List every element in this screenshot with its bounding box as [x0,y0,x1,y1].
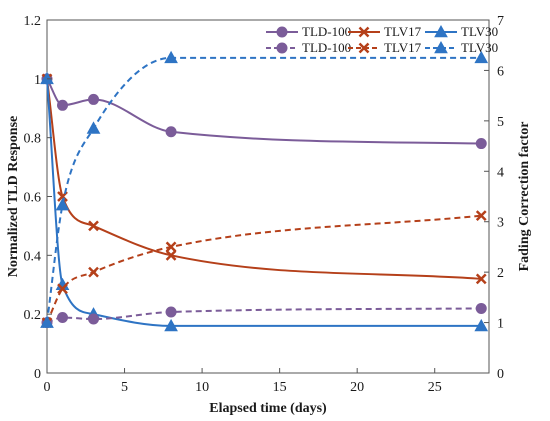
series-line [46,78,482,280]
legend-item: TLV30 [425,24,498,39]
y-right-tick-label: 7 [497,14,504,29]
x-axis-title: Elapsed time (days) [209,401,327,416]
y-left-tick-label: 1.2 [24,14,42,29]
y-right-tick-label: 1 [497,317,504,332]
y-axis-left-title: Normalized TLD Response [6,116,21,278]
x-tick-label: 25 [428,380,442,395]
x-tick-label: 20 [350,380,364,395]
y-axis-right-title: Fading Correction factor [517,122,532,272]
y-left-tick-label: 1 [34,73,41,88]
data-point [165,249,177,261]
data-point [57,99,69,111]
series-tlv30-dashed [40,50,489,328]
series-tld-100-dashed [41,302,487,329]
x-tick-label: 15 [273,380,287,395]
y-left-tick-label: 0.6 [24,191,42,206]
legend-item: TLV17 [348,24,422,39]
data-point [86,121,101,134]
y-right-tick-label: 4 [497,165,504,180]
data-point [57,312,69,324]
y-right-tick-label: 3 [497,216,504,231]
data-point [475,273,487,285]
axis-layer: 0 5 10 15 20 25 0 0.2 0.4 0.6 0.8 1 1.2 0 1 2 3 4 5 6 7 [24,14,505,395]
data-point [475,138,487,150]
data-point [40,71,54,85]
y-right-tick-label: 2 [497,266,504,281]
data-point [165,241,177,253]
legend-marker [358,26,370,38]
x-tick-label: 0 [44,380,51,395]
legend-marker [358,42,370,54]
legend-marker [434,40,448,54]
data-point [40,315,54,328]
series-line [46,56,482,323]
y-left-tick-label: 0.8 [24,132,42,147]
data-point [57,283,68,295]
plot-border [46,19,490,374]
data-point [88,266,99,278]
legend-marker [434,24,448,38]
y-right-tick-label: 0 [497,367,504,382]
data-point [165,126,177,138]
plot-frame [46,19,490,374]
data-point [164,50,178,64]
x-tick-label: 10 [195,380,209,395]
data-point [88,313,100,325]
data-point [55,198,70,211]
legend: TLD-100 TLV17 TLV30 TLD-100 TLV17 TLV30 [266,24,498,55]
legend-marker [276,42,288,54]
series-tlv17-solid [41,73,487,285]
y-left-tick-label: 0.2 [24,308,42,323]
legend-label: TLV30 [461,24,498,39]
data-point [474,50,489,64]
legend-label: TLV30 [461,40,498,55]
series-line [46,307,482,324]
legend-label: TLD-100 [302,40,351,55]
series-layer [40,50,489,332]
legend-item: TLV17 [348,40,422,55]
series-line [46,78,482,145]
legend-item: TLD-100 [266,24,351,39]
data-point [88,220,99,232]
data-point [474,318,489,332]
y-right-tick-label: 5 [497,115,504,130]
legend-label: TLV17 [384,24,422,39]
y-left-tick-label: 0 [34,367,41,382]
data-point [475,302,487,314]
data-point [88,93,100,105]
legend-label: TLD-100 [302,24,351,39]
legend-marker [276,26,288,38]
data-point [165,306,177,318]
data-point [475,210,487,222]
series-line [46,78,482,327]
legend-item: TLV30 [425,40,498,55]
series-tlv30-solid [40,71,489,332]
legend-item: TLD-100 [266,40,351,55]
x-tick-label: 5 [121,380,128,395]
y-right-tick-label: 6 [497,64,504,79]
data-point [164,318,178,332]
y-left-tick-label: 0.4 [24,249,42,264]
legend-label: TLV17 [384,40,422,55]
series-tld-100-solid [41,73,487,150]
